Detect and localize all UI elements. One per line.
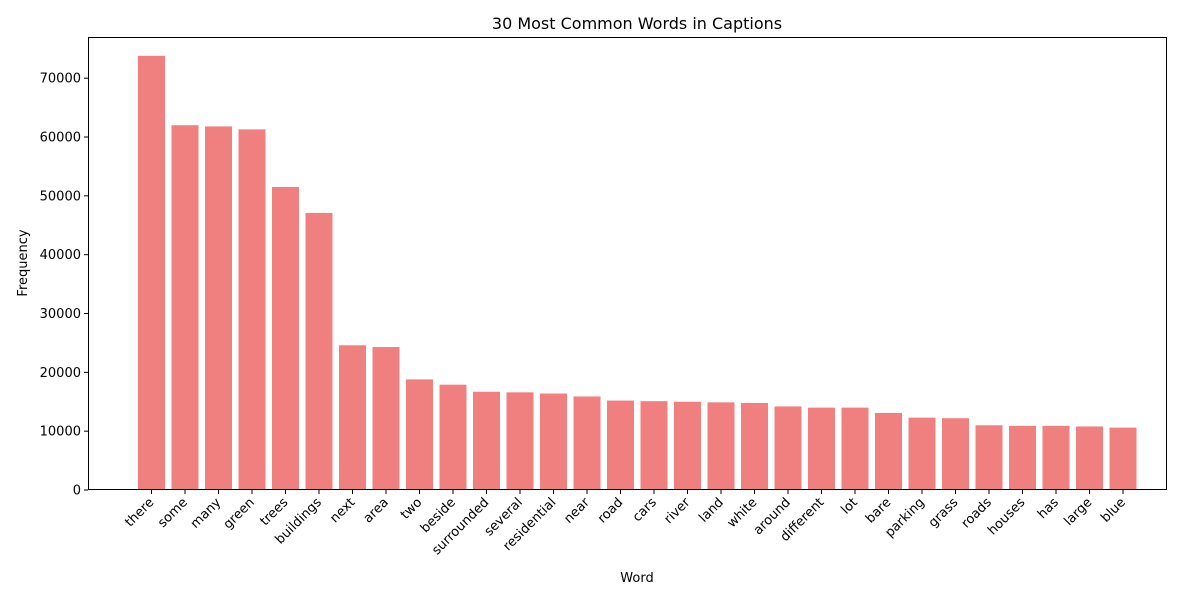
x-tick-label: road bbox=[595, 495, 626, 526]
x-axis-label: Word bbox=[620, 571, 653, 586]
bar-parking bbox=[908, 417, 936, 490]
y-tick-label: 0 bbox=[73, 484, 81, 499]
bar-two bbox=[406, 379, 433, 490]
bar-beside bbox=[439, 384, 467, 490]
x-tick-label: blue bbox=[1098, 495, 1128, 525]
bar-cars bbox=[640, 401, 668, 490]
bar-land bbox=[707, 402, 735, 490]
bar-large bbox=[1076, 426, 1103, 490]
plot-frame bbox=[88, 37, 1167, 490]
x-tick-label: grass bbox=[926, 495, 962, 531]
bar-houses bbox=[1009, 425, 1036, 490]
bar-different bbox=[808, 407, 835, 490]
x-tick-label: some bbox=[155, 495, 191, 531]
y-tick-label: 10000 bbox=[40, 425, 81, 440]
chart-title: 30 Most Common Words in Captions bbox=[492, 14, 782, 33]
bar-buildings bbox=[305, 212, 333, 490]
bar-bare bbox=[875, 412, 902, 490]
y-tick-label: 40000 bbox=[40, 248, 81, 263]
x-tick-label: houses bbox=[985, 495, 1028, 538]
y-tick-label: 30000 bbox=[40, 307, 81, 322]
bar-around bbox=[774, 406, 802, 490]
bar-surrounded bbox=[473, 391, 500, 490]
bar-has bbox=[1042, 425, 1070, 490]
x-tick-label: two bbox=[398, 495, 425, 522]
x-tick-label: many bbox=[188, 495, 225, 532]
x-tick-label: large bbox=[1061, 495, 1095, 529]
bar-some bbox=[171, 125, 199, 490]
x-tick-label: land bbox=[696, 495, 726, 525]
y-tick-label: 50000 bbox=[40, 189, 81, 204]
bar-there bbox=[138, 55, 165, 490]
bar-residential bbox=[540, 393, 567, 490]
y-tick-label: 70000 bbox=[40, 72, 81, 87]
x-tick-label: next bbox=[327, 495, 358, 526]
x-tick-label: near bbox=[561, 495, 593, 527]
bar-grass bbox=[942, 418, 969, 490]
x-tick-label: there bbox=[122, 495, 157, 530]
y-tick-label: 20000 bbox=[40, 366, 81, 381]
bar-river bbox=[674, 401, 701, 490]
x-tick-label: area bbox=[361, 495, 392, 526]
bar-near bbox=[573, 396, 601, 490]
bar-road bbox=[607, 400, 634, 490]
y-tick-label: 60000 bbox=[40, 131, 81, 146]
bar-roads bbox=[975, 425, 1003, 490]
x-tick-label: has bbox=[1035, 495, 1062, 522]
bar-blue bbox=[1109, 427, 1137, 490]
bar-trees bbox=[272, 187, 299, 491]
bar-several bbox=[506, 392, 534, 490]
bar-white bbox=[741, 402, 768, 490]
bar-many bbox=[205, 126, 232, 491]
x-tick-label: cars bbox=[630, 495, 660, 525]
x-tick-label: river bbox=[662, 495, 694, 527]
bar-area bbox=[372, 347, 400, 490]
y-axis-ticks: 0 10000 20000 30000 40000 50000 60000 70000 bbox=[40, 72, 88, 499]
bars-group bbox=[138, 55, 1137, 491]
bar-lot bbox=[841, 407, 869, 490]
x-tick-label: green bbox=[221, 495, 258, 532]
y-axis-label: Frequency bbox=[16, 229, 31, 296]
bar-next bbox=[339, 345, 366, 490]
x-tick-label: lot bbox=[838, 495, 860, 517]
bar-green bbox=[238, 129, 266, 490]
